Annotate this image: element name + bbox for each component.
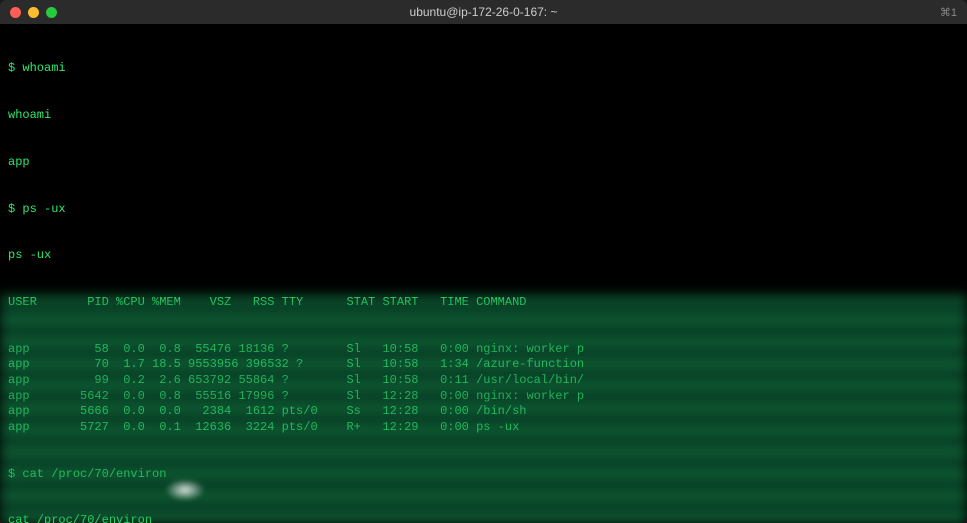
terminal-body[interactable]: $ whoami whoami app $ ps -ux ps -ux USER… xyxy=(0,24,967,523)
terminal-window: ubuntu@ip-172-26-0-167: ~ ⌘1 $ whoami wh… xyxy=(0,0,967,523)
prompt-line: $ ps -ux xyxy=(8,202,959,218)
output-line: app xyxy=(8,155,959,171)
window-title: ubuntu@ip-172-26-0-167: ~ xyxy=(0,5,967,19)
prompt: $ xyxy=(8,61,22,75)
echo-line: ps -ux xyxy=(8,248,959,264)
titlebar[interactable]: ubuntu@ip-172-26-0-167: ~ ⌘1 xyxy=(0,0,967,24)
prompt: $ xyxy=(8,202,22,216)
redacted-region xyxy=(0,296,967,523)
cursor-glow xyxy=(165,479,205,501)
prompt-line: $ whoami xyxy=(8,61,959,77)
cmd-ps: ps -ux xyxy=(22,202,65,216)
echo-line: whoami xyxy=(8,108,959,124)
cmd-whoami: whoami xyxy=(22,61,65,75)
